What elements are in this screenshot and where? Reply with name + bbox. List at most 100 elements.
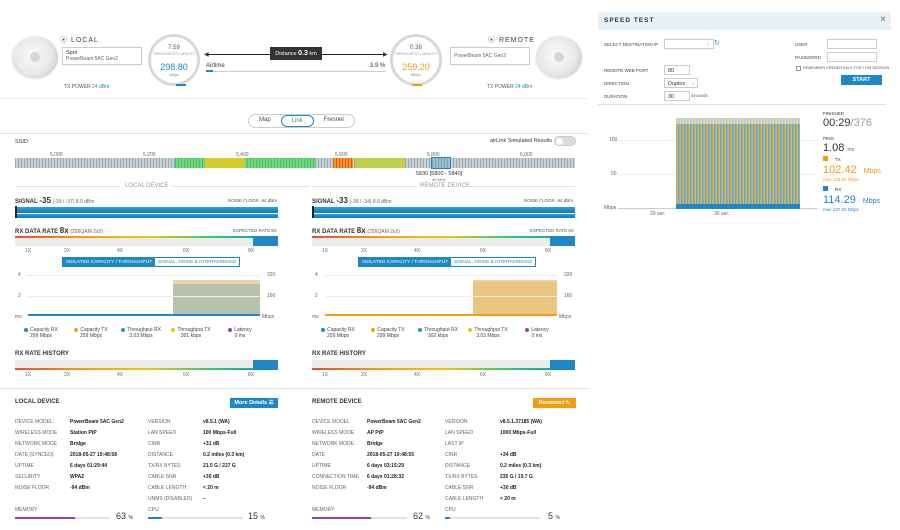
memory-label: MEMORY — [15, 507, 38, 513]
remote-rx-history-bar — [312, 360, 575, 370]
info-key: DISTANCE — [445, 463, 470, 469]
info-key: WIRELESS MODE — [312, 430, 355, 436]
info-value: 2018-05-27 19:48:58 — [70, 452, 117, 458]
local-info-right: VERSION v8.5.1 (WA) LAN SPEED 100 Mbps-Full… — [148, 417, 244, 505]
direction-select[interactable]: Duplex ⌄ — [664, 78, 698, 88]
rate-tick: 8X — [545, 248, 552, 254]
legend-name: Capacity TX — [377, 327, 405, 333]
legend-item[interactable]: Capacity RX 259 Mbps — [312, 327, 364, 339]
duration-label: DURATION — [604, 94, 628, 99]
cpu-bar — [445, 517, 540, 519]
finished-label: FINISHED — [823, 111, 845, 116]
cpu-bar — [148, 517, 243, 519]
legend-item[interactable]: Capacity TX 259 Mbps — [65, 327, 117, 339]
rate-tick: 1X — [322, 372, 329, 378]
info-value: Bridge — [367, 441, 383, 447]
tab-isolated-capacity[interactable]: ISOLATED CAPACITY / THROUGHPUT — [63, 258, 156, 266]
info-key: DEVICE MODEL — [15, 419, 53, 425]
remember-checkbox[interactable] — [796, 66, 801, 71]
rate-tick: 8X — [545, 372, 552, 378]
spectrum-bar[interactable] — [15, 157, 575, 169]
legend-item[interactable]: Capacity TX 299 Mbps — [362, 327, 414, 339]
password-input[interactable] — [827, 52, 877, 62]
tab-map[interactable]: Map — [259, 117, 271, 123]
legend-item[interactable]: Capacity RX 299 Mbps — [15, 327, 67, 339]
tx-value: 102.42 Mbps — [823, 164, 881, 176]
info-key: CABLE SNR — [148, 474, 177, 480]
info-row: VERSION v8.5.1.37185 (WA) — [445, 417, 542, 428]
reconnect-button[interactable]: Reconnect ↻ — [533, 398, 576, 408]
view-tabs: Map Link Fresnel — [248, 114, 355, 128]
user-input[interactable] — [827, 39, 877, 49]
refresh-icon[interactable]: ↻ — [714, 40, 720, 47]
legend-value: 299 Mbps — [377, 333, 399, 339]
legend-item[interactable]: Latency 0 ms — [214, 327, 266, 339]
more-details-button[interactable]: More Details ☰ — [230, 398, 278, 408]
rate-tick: 2X — [64, 248, 71, 254]
cpu-label: CPU — [148, 507, 159, 513]
info-row: VERSION v8.5.1 (WA) — [148, 417, 244, 428]
port-input[interactable]: 80 — [664, 65, 690, 75]
info-row: CINR +31 dB — [148, 439, 244, 450]
airlink-label: airLink Simulated Results — [490, 138, 553, 144]
info-row: UPTIME 6 days 01:29:44 — [15, 461, 124, 472]
y-tick: 160 — [267, 293, 276, 299]
arrow-left-icon: ◀ — [204, 52, 209, 58]
tab-fresnel[interactable]: Fresnel — [323, 117, 344, 123]
remote-throughput-chart — [325, 275, 557, 316]
info-row: CINR +34 dB — [445, 450, 542, 461]
gridline — [28, 296, 260, 297]
link-icon: ↻ — [565, 400, 571, 406]
divider — [15, 186, 120, 187]
info-value: 21.5 G / 227 G — [203, 463, 236, 469]
info-key: NOISE FLOOR — [15, 485, 50, 491]
tab-signal-noise[interactable]: SIGNAL, NOISE & INTERFERENCE — [454, 259, 533, 265]
duration-input[interactable]: 30 — [664, 91, 690, 101]
start-button[interactable]: START — [841, 75, 882, 85]
remote-name-field[interactable]: PowerBeam 5AC Gen2 — [450, 47, 530, 65]
cpu-bar-fill — [148, 517, 162, 519]
info-key: NOISE FLOOR — [312, 485, 347, 491]
close-icon[interactable]: × — [880, 14, 886, 25]
info-value: PowerBeam 5AC Gen2 — [367, 419, 421, 425]
legend-item[interactable]: Throughput TX 301 kbps — [165, 327, 217, 339]
legend-dot — [24, 327, 29, 332]
rate-tick: 6X — [480, 248, 487, 254]
remote-tx-power: TX POWER 24 dBm — [487, 84, 533, 90]
legend-item[interactable]: Throughput TX 3.03 Mbps — [462, 327, 514, 339]
info-value: – — [203, 496, 206, 502]
y-tick: 2 — [315, 293, 318, 299]
tab-link[interactable]: Link — [280, 115, 314, 127]
rate-tick: 1X — [25, 248, 32, 254]
legend-item[interactable]: Latency 0 ms — [511, 327, 563, 339]
legend-value: 0 ms — [531, 333, 543, 339]
info-key: CABLE LENGTH — [148, 485, 187, 491]
frequency-selection[interactable] — [431, 157, 451, 169]
legend-value: 0 ms — [234, 333, 246, 339]
local-rx-history-label: RX RATE HISTORY — [15, 351, 69, 357]
tab-signal-noise[interactable]: SIGNAL, NOISE & INTERFERENCE — [158, 259, 237, 265]
legend-item[interactable]: Throughput RX 3.03 Mbps — [115, 327, 167, 339]
info-value: 6 days 01:29:44 — [70, 463, 107, 469]
user-label: USER — [795, 42, 808, 47]
airlink-toggle[interactable] — [554, 136, 576, 146]
info-key: UNMS (DISABLED) — [148, 496, 193, 502]
dest-ip-select[interactable]: ⌄ — [664, 39, 714, 49]
password-label: PASSWORD — [795, 55, 821, 60]
rate-tick: 4X — [414, 372, 421, 378]
y-tick: 320 — [267, 272, 276, 278]
legend-item[interactable]: Throughput RX 302 kbps — [412, 327, 464, 339]
remote-rx-rate: RX DATA RATE 8x (256QAM 2x2) — [312, 226, 400, 235]
memory-bar-fill — [312, 517, 371, 519]
local-device-divider-label: LOCAL DEVICE — [125, 183, 169, 189]
legend-name: Capacity RX — [327, 327, 355, 333]
info-row: SECURITY WPA2 — [15, 472, 124, 483]
chevron-down-icon: ⌄ — [691, 80, 696, 86]
tab-isolated-capacity[interactable]: ISOLATED CAPACITY / THROUGHPUT — [359, 258, 452, 266]
local-title: ⦿ LOCAL — [60, 37, 99, 44]
legend-dot — [228, 327, 233, 332]
local-name-field[interactable]: Spoi PowerBeam 5AC Gen2 — [62, 47, 142, 65]
dest-ip-label: SELECT DESTINATION IP — [604, 42, 659, 47]
x-tick: 30 sec — [714, 211, 729, 217]
